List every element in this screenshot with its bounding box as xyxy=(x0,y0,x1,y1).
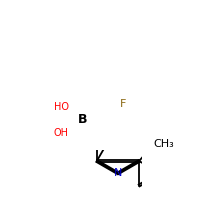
Text: HO: HO xyxy=(54,102,69,112)
Text: OH: OH xyxy=(54,128,69,138)
Text: N: N xyxy=(114,168,122,178)
Text: CH₃: CH₃ xyxy=(154,139,174,149)
Text: F: F xyxy=(120,99,126,109)
Text: B: B xyxy=(78,113,87,126)
